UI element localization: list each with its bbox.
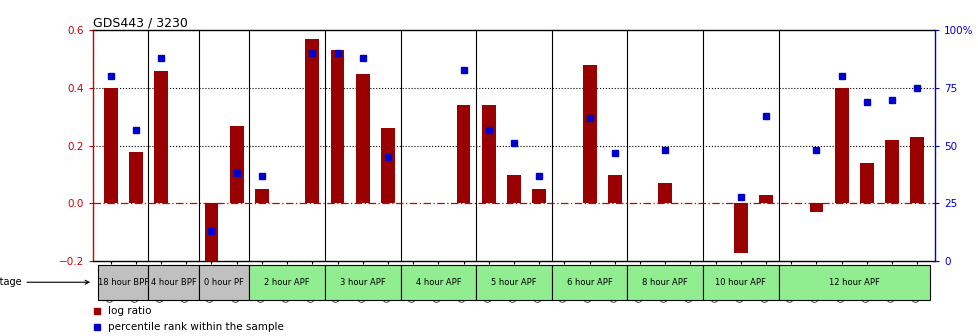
Text: 6 hour APF: 6 hour APF bbox=[566, 278, 612, 287]
Bar bbox=[702, 264, 778, 300]
Bar bbox=[199, 264, 249, 300]
Bar bbox=[607, 175, 621, 204]
Bar bbox=[734, 204, 747, 253]
Text: percentile rank within the sample: percentile rank within the sample bbox=[108, 322, 284, 332]
Bar bbox=[552, 264, 627, 300]
Text: 8 hour APF: 8 hour APF bbox=[642, 278, 688, 287]
Bar bbox=[400, 264, 475, 300]
Bar bbox=[507, 175, 520, 204]
Bar bbox=[230, 126, 244, 204]
Bar bbox=[884, 140, 898, 204]
Bar bbox=[758, 195, 773, 204]
Text: log ratio: log ratio bbox=[108, 305, 152, 316]
Bar bbox=[331, 50, 344, 204]
Bar bbox=[305, 39, 319, 204]
Bar bbox=[475, 264, 552, 300]
Bar bbox=[149, 264, 199, 300]
Bar bbox=[380, 128, 394, 204]
Text: 4 hour BPF: 4 hour BPF bbox=[151, 278, 197, 287]
Bar bbox=[627, 264, 702, 300]
Text: 0 hour PF: 0 hour PF bbox=[204, 278, 244, 287]
Bar bbox=[98, 264, 149, 300]
Bar bbox=[129, 152, 143, 204]
Text: 18 hour BPF: 18 hour BPF bbox=[98, 278, 149, 287]
Bar bbox=[104, 88, 117, 204]
Bar bbox=[355, 74, 370, 204]
Bar bbox=[154, 71, 168, 204]
Bar bbox=[582, 65, 596, 204]
Bar bbox=[859, 163, 873, 204]
Text: 5 hour APF: 5 hour APF bbox=[491, 278, 536, 287]
Bar bbox=[204, 204, 218, 270]
Text: 4 hour APF: 4 hour APF bbox=[415, 278, 461, 287]
Text: 3 hour APF: 3 hour APF bbox=[339, 278, 385, 287]
Bar bbox=[481, 105, 495, 204]
Bar bbox=[809, 204, 822, 212]
Bar bbox=[325, 264, 400, 300]
Bar bbox=[456, 105, 470, 204]
Bar bbox=[657, 183, 672, 204]
Text: development stage: development stage bbox=[0, 277, 89, 287]
Bar bbox=[249, 264, 325, 300]
Text: 10 hour APF: 10 hour APF bbox=[715, 278, 766, 287]
Text: 12 hour APF: 12 hour APF bbox=[828, 278, 879, 287]
Bar bbox=[254, 189, 269, 204]
Bar bbox=[834, 88, 848, 204]
Bar bbox=[778, 264, 929, 300]
Text: GDS443 / 3230: GDS443 / 3230 bbox=[93, 16, 188, 29]
Text: 2 hour APF: 2 hour APF bbox=[264, 278, 310, 287]
Bar bbox=[910, 137, 923, 204]
Bar bbox=[532, 189, 546, 204]
